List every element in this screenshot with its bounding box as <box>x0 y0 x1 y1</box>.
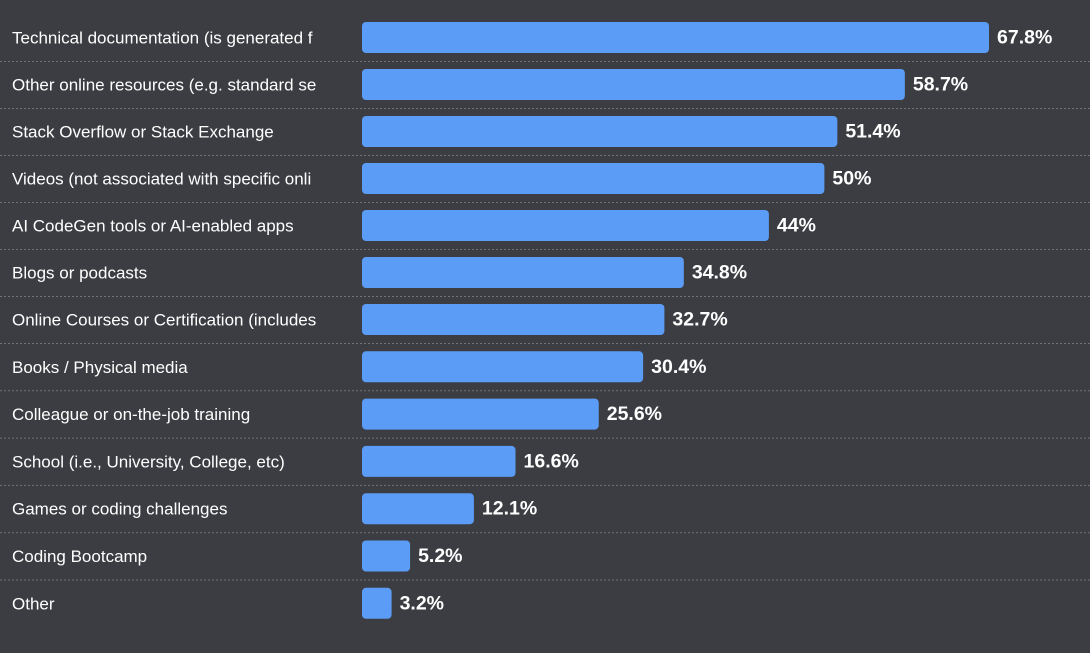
category-label: Online Courses or Certification (include… <box>12 311 316 330</box>
category-label: Blogs or podcasts <box>12 264 147 283</box>
bar[interactable] <box>362 398 599 430</box>
category-label: School (i.e., University, College, etc) <box>12 452 285 471</box>
category-label: Games or coding challenges <box>12 500 227 519</box>
label-fade <box>322 591 344 616</box>
label-fade <box>322 166 344 191</box>
bar[interactable] <box>362 304 665 335</box>
label-fade <box>322 449 344 474</box>
bar[interactable] <box>362 210 769 241</box>
value-label: 51.4% <box>845 121 900 143</box>
label-fade <box>322 307 344 332</box>
value-label: 25.6% <box>607 403 662 425</box>
category-label: Videos (not associated with specific onl… <box>12 170 311 189</box>
bar[interactable] <box>362 22 989 53</box>
bar[interactable] <box>362 116 838 147</box>
value-label: 30.4% <box>651 356 706 378</box>
value-label: 16.6% <box>524 450 579 472</box>
label-fade <box>322 260 344 285</box>
label-fade <box>322 72 344 97</box>
value-label: 12.1% <box>482 498 537 520</box>
value-label: 67.8% <box>997 27 1052 49</box>
bar[interactable] <box>362 257 684 288</box>
category-label: Coding Bootcamp <box>12 547 147 566</box>
label-fade <box>322 354 344 379</box>
category-label: Other online resources (e.g. standard se <box>12 76 316 95</box>
bar[interactable] <box>362 69 905 100</box>
bar[interactable] <box>362 445 516 477</box>
category-label: Colleague or on-the-job training <box>12 405 250 424</box>
label-fade <box>322 544 344 568</box>
value-label: 3.2% <box>400 592 444 614</box>
bar[interactable] <box>362 493 474 525</box>
value-label: 34.8% <box>692 262 747 284</box>
label-fade <box>322 213 344 238</box>
label-fade <box>322 496 344 521</box>
category-label: Other <box>12 594 55 613</box>
category-label: AI CodeGen tools or AI-enabled apps <box>12 217 294 236</box>
category-label: Stack Overflow or Stack Exchange <box>12 123 274 142</box>
bar[interactable] <box>362 540 411 572</box>
bar[interactable] <box>362 587 392 619</box>
bar[interactable] <box>362 351 644 383</box>
value-label: 5.2% <box>418 545 462 567</box>
label-fade <box>322 119 344 144</box>
value-label: 44% <box>777 215 816 237</box>
category-label: Technical documentation (is generated f <box>12 29 313 48</box>
category-label: Books / Physical media <box>12 358 188 377</box>
value-label: 32.7% <box>672 309 727 331</box>
value-label: 50% <box>832 168 871 190</box>
label-fade <box>322 25 344 50</box>
bar[interactable] <box>362 163 825 194</box>
label-fade <box>322 402 344 427</box>
value-label: 58.7% <box>913 74 968 96</box>
